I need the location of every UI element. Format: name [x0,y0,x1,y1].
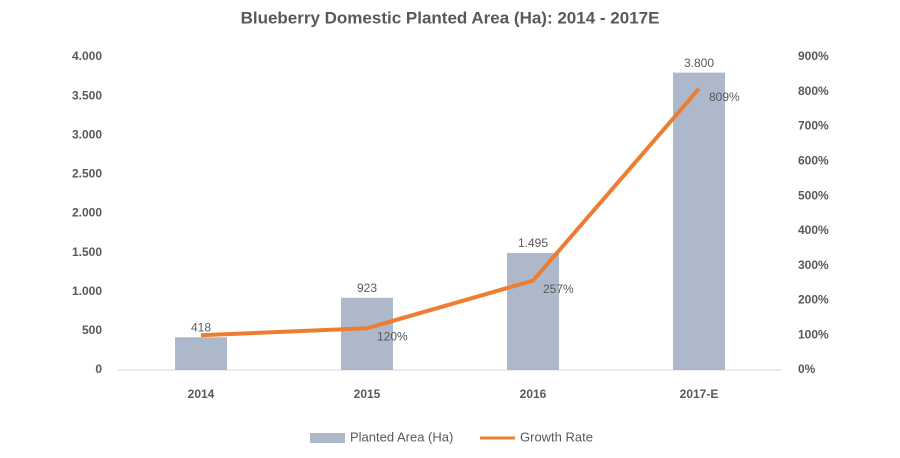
y2-tick-label: 400% [798,223,829,237]
line [200,87,701,338]
legend-swatch [310,433,345,443]
y2-tick-label: 0% [798,362,816,376]
bar-label: 418 [191,320,211,334]
y-tick-label: 3.500 [72,88,102,102]
bar [507,253,559,370]
y2-tick-label: 300% [798,258,829,272]
y2-tick-label: 100% [798,327,829,341]
line-label: 809% [709,90,740,104]
y-tick-label: 1.500 [72,245,102,259]
y-tick-label: 500 [82,323,102,337]
y2-tick-label: 600% [798,154,829,168]
chart-title: Blueberry Domestic Planted Area (Ha): 20… [241,8,660,27]
x-tick-label: 2015 [354,387,381,401]
y2-tick-label: 800% [798,84,829,98]
bar-label: 3.800 [684,56,714,70]
y2-tick-label: 700% [798,119,829,133]
x-tick-label: 2014 [188,387,215,401]
line-label: 120% [377,329,408,343]
line-label: 257% [543,282,574,296]
x-tick-label: 2016 [520,387,547,401]
legend-label: Planted Area (Ha) [350,429,453,444]
legend-label: Growth Rate [520,429,593,444]
bar-label: 923 [357,281,377,295]
x-tick-label: 2017-E [680,387,719,401]
bar [341,297,393,370]
y2-tick-label: 500% [798,188,829,202]
y-tick-label: 1.000 [72,284,102,298]
bar [175,337,227,370]
bar [673,72,725,371]
y-tick-label: 0 [95,362,102,376]
y-tick-label: 3.000 [72,127,102,141]
y2-tick-label: 200% [798,293,829,307]
y-tick-label: 2.000 [72,206,102,220]
y-tick-label: 4.000 [72,49,102,63]
y-tick-label: 2.500 [72,167,102,181]
y2-tick-label: 900% [798,49,829,63]
bar-label: 1.495 [518,236,548,250]
